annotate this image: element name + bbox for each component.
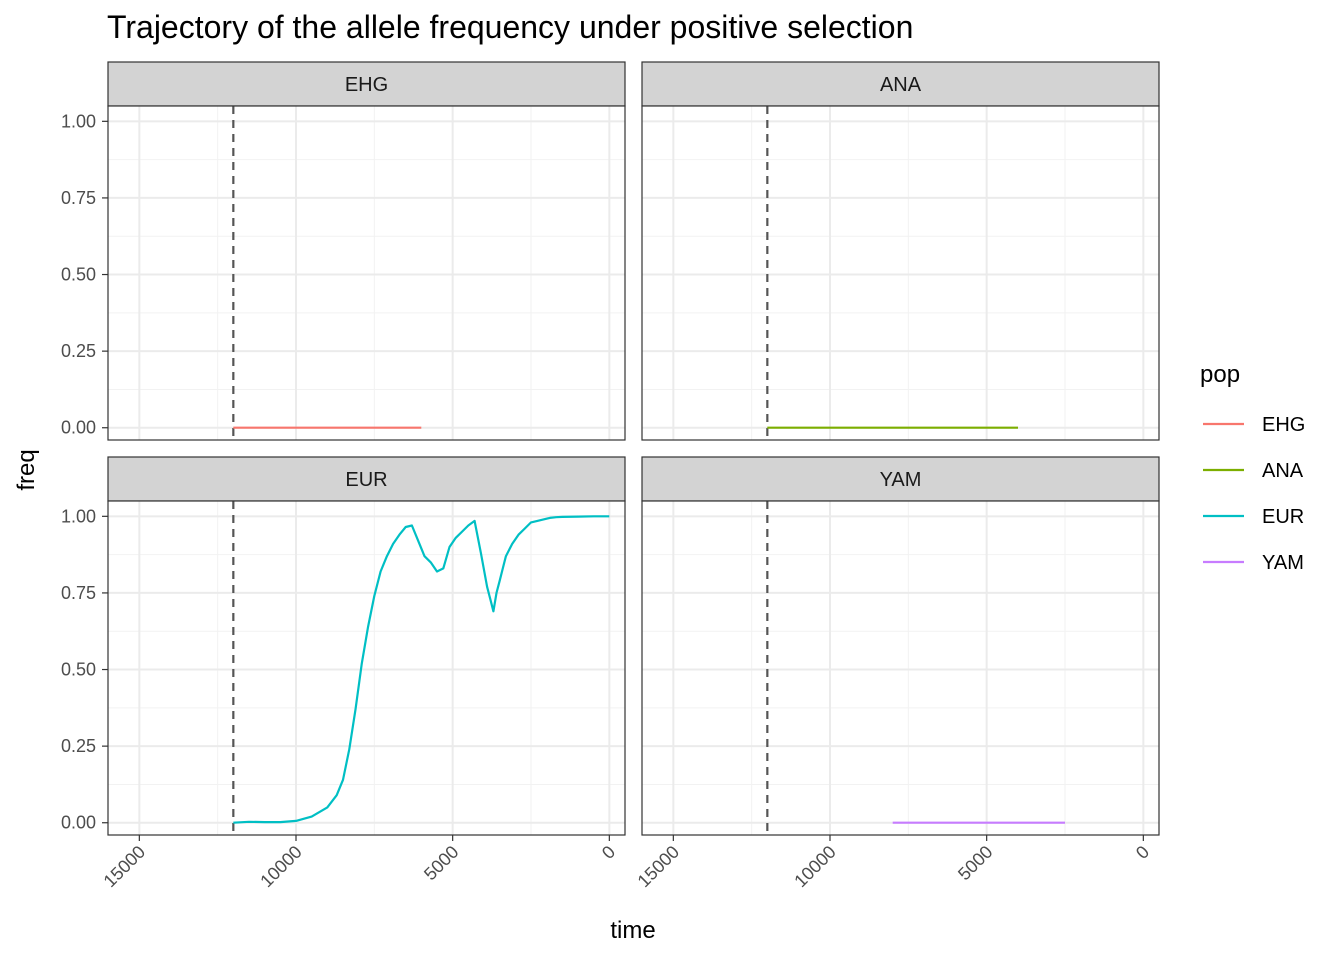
x-tick-label: 15000 xyxy=(634,842,684,892)
facet-panel-ana: ANA xyxy=(641,61,1160,441)
facet-strip-label: ANA xyxy=(880,74,922,96)
x-tick-label: 5000 xyxy=(420,842,462,884)
legend-title: pop xyxy=(1200,361,1240,388)
facet-strip-label: EHG xyxy=(345,74,388,96)
y-tick-label: 0.50 xyxy=(61,660,96,680)
facet-strip xyxy=(641,456,1160,502)
x-axis-title: time xyxy=(610,917,655,944)
y-tick-label: 0.00 xyxy=(61,813,96,833)
legend: pop EHG ANA EUR YAM xyxy=(1200,361,1305,574)
facet-strip xyxy=(641,61,1160,107)
panel-border xyxy=(107,105,626,441)
x-tick-label: 10000 xyxy=(790,842,840,892)
y-tick-label: 0.25 xyxy=(61,341,96,361)
y-tick-label: 1.00 xyxy=(61,506,96,526)
facet-strip xyxy=(107,456,626,502)
panel-background xyxy=(108,501,625,835)
y-tick-label: 0.75 xyxy=(61,583,96,603)
chart-title: Trajectory of the allele frequency under… xyxy=(107,9,913,45)
panel-border xyxy=(641,500,1160,836)
x-tick-label: 0 xyxy=(1132,842,1153,863)
x-tick-label: 15000 xyxy=(100,842,150,892)
facet-panel-eur: EUR 0.00 0.25 0.50 0.75 1.00 15000 10000 5000 0 xyxy=(61,456,626,892)
y-axis-title: freq xyxy=(13,449,40,490)
y-tick-label: 1.00 xyxy=(61,111,96,131)
legend-label: EUR xyxy=(1262,506,1304,528)
legend-label: ANA xyxy=(1262,460,1304,482)
y-tick-label: 0.75 xyxy=(61,188,96,208)
facet-strip-label: EUR xyxy=(345,469,387,491)
x-tick-label: 10000 xyxy=(256,842,306,892)
legend-label: YAM xyxy=(1262,552,1304,574)
panel-background xyxy=(642,106,1159,440)
facet-panels: EHG 0.00 0.25 0.50 0.75 1.00 ANA EUR 0.00 0.25 0.5… xyxy=(61,61,1160,892)
panel-border xyxy=(107,500,626,836)
panel-background xyxy=(642,501,1159,835)
series-line-eur xyxy=(233,515,610,824)
legend-item-ana: ANA xyxy=(1203,460,1304,482)
panel-border xyxy=(641,105,1160,441)
legend-item-eur: EUR xyxy=(1203,506,1304,528)
facet-panel-ehg: EHG 0.00 0.25 0.50 0.75 1.00 xyxy=(61,61,626,441)
facet-strip-label: YAM xyxy=(880,469,922,491)
y-tick-label: 0.00 xyxy=(61,418,96,438)
legend-label: EHG xyxy=(1262,414,1305,436)
legend-item-ehg: EHG xyxy=(1203,414,1305,436)
legend-item-yam: YAM xyxy=(1203,552,1304,574)
x-tick-label: 5000 xyxy=(954,842,996,884)
panel-background xyxy=(108,106,625,440)
y-tick-label: 0.25 xyxy=(61,736,96,756)
y-tick-label: 0.50 xyxy=(61,265,96,285)
x-tick-label: 0 xyxy=(598,842,619,863)
facet-panel-yam: YAM 15000 10000 5000 0 xyxy=(634,456,1160,892)
facet-strip xyxy=(107,61,626,107)
